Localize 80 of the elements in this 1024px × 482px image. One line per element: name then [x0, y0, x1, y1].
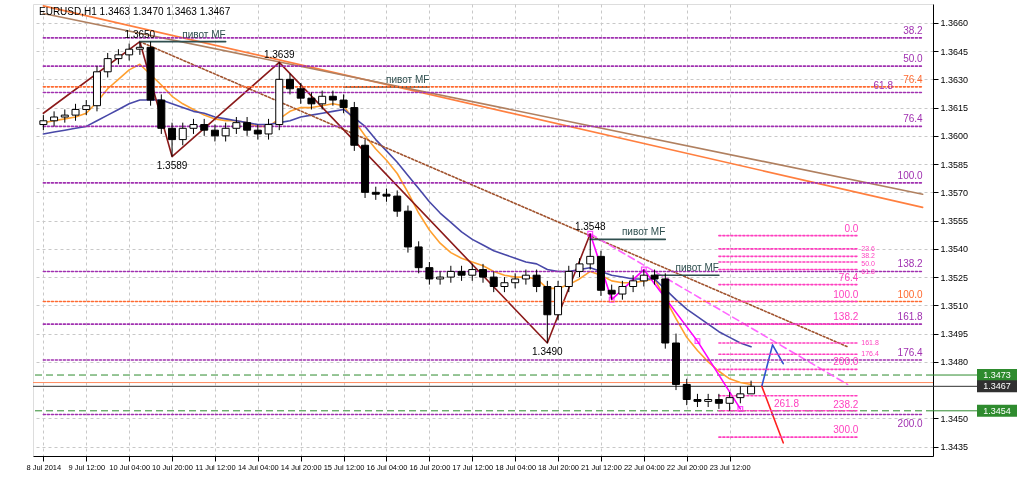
- ref-line-label: 1.3473: [983, 370, 1011, 381]
- y-tick-label: 1.3435: [940, 442, 969, 453]
- candlestick: [50, 110, 59, 127]
- candlestick: [393, 189, 402, 218]
- line-series: [42, 99, 752, 348]
- candlestick: [714, 393, 723, 410]
- y-tick-label: 1.3600: [940, 131, 969, 142]
- series-label: пивот MF: [386, 73, 430, 85]
- y-tick-label: 1.3615: [940, 103, 969, 114]
- candlestick: [103, 52, 112, 78]
- series-label: 138.2: [833, 311, 859, 323]
- series-label: 138.2: [897, 258, 924, 270]
- candlestick: [296, 82, 305, 105]
- candlestick: [125, 43, 134, 61]
- y-tick-label: 1.3555: [940, 216, 969, 227]
- series-label: пивот MF: [621, 226, 666, 238]
- candlestick: [532, 269, 541, 293]
- data-label: 1.3589: [156, 159, 188, 171]
- series-label: 50.0: [903, 53, 924, 65]
- candlestick: [682, 378, 691, 406]
- point: [608, 296, 615, 303]
- candlestick: [586, 233, 595, 271]
- series-label: 76.4: [838, 271, 859, 283]
- series-label: пивот MF: [182, 28, 226, 40]
- candlestick: [221, 122, 230, 142]
- candlestick: [629, 274, 638, 293]
- candlestick: [168, 122, 177, 158]
- ref-line-label: 1.3467: [983, 381, 1011, 392]
- y-tick-label: 1.3585: [940, 159, 969, 170]
- y-tick-label: 1.3495: [940, 329, 969, 340]
- y-tick-label: 1.3660: [940, 18, 969, 29]
- candlestick: [489, 270, 498, 293]
- candlestick: [285, 73, 294, 95]
- y-tick-label: 1.3630: [940, 74, 969, 85]
- data-label: 1.3548: [574, 220, 606, 232]
- candlestick: [264, 118, 273, 141]
- candlestick: [339, 93, 348, 114]
- candlestick: [135, 41, 144, 56]
- candlestick: [243, 116, 252, 137]
- point: [640, 266, 647, 273]
- series-label: 38.2: [903, 24, 924, 36]
- point: [587, 230, 594, 237]
- y-tick-label: 1.3540: [940, 244, 969, 255]
- series-label: 100.0: [833, 288, 859, 300]
- y-tick-label: 1.3480: [940, 357, 969, 368]
- candlestick: [318, 90, 327, 110]
- candlestick: [328, 90, 337, 107]
- candlestick: [210, 124, 219, 142]
- ref-line-label: 1.3454: [983, 405, 1011, 416]
- series-label: 161.8: [897, 311, 924, 323]
- candlestick: [425, 261, 434, 286]
- series-label: 238.2: [833, 398, 859, 410]
- series-label: 76.4: [903, 73, 924, 85]
- series-label: 0.0: [844, 222, 859, 234]
- y-tick-label: 1.3645: [940, 46, 969, 57]
- candlestick: [618, 280, 627, 301]
- candlestick: [564, 265, 573, 293]
- series-label: 100.0: [897, 169, 924, 181]
- candlestick: [178, 122, 187, 146]
- candlestick: [521, 269, 530, 286]
- candlestick: [436, 270, 445, 286]
- series-label: 100.0: [897, 288, 924, 300]
- y-tick-label: 1.3525: [940, 272, 969, 283]
- data-label: 1.3639: [263, 49, 295, 61]
- candlestick: [479, 263, 487, 284]
- series-label: 200.0: [897, 417, 924, 429]
- series-label: 76.4: [903, 113, 924, 125]
- candlestick: [414, 240, 423, 274]
- series-label: 300.0: [833, 424, 859, 436]
- point: [694, 338, 701, 345]
- series-label: 176.4: [897, 346, 924, 358]
- series-label: пивот MF: [675, 262, 719, 274]
- point: [737, 405, 744, 412]
- y-tick-label: 1.3570: [940, 187, 969, 198]
- candlestick: [725, 391, 734, 412]
- candlestick: [575, 257, 584, 278]
- series-label: 261.8: [773, 397, 800, 409]
- data-label: 1.3490: [532, 346, 564, 357]
- y-tick-label: 1.3450: [940, 413, 969, 424]
- y-tick-label: 1.3510: [940, 300, 969, 311]
